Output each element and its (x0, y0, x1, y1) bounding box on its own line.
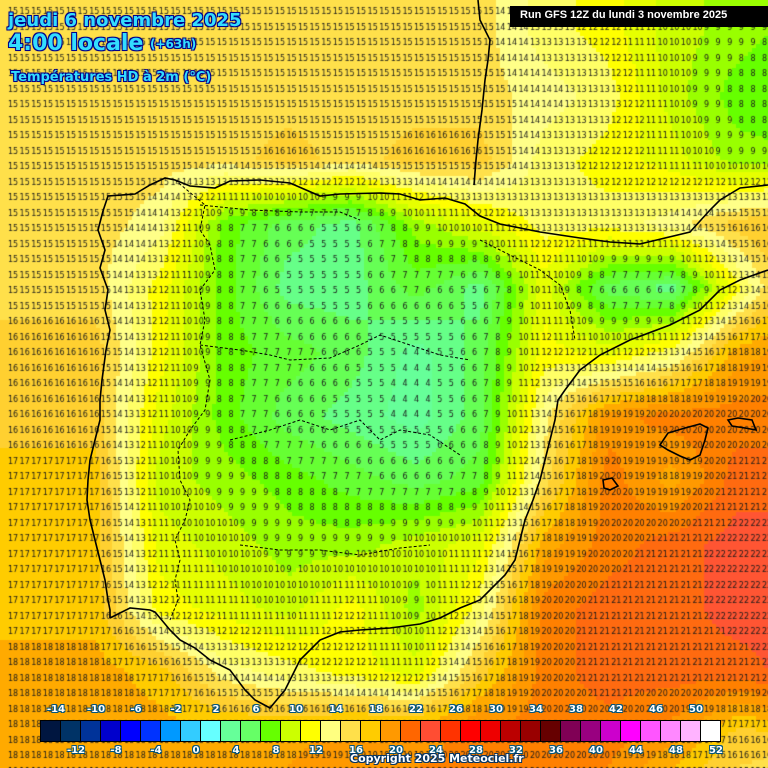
color-scale-legend (40, 720, 721, 742)
scale-label-bottom: 28 (469, 745, 483, 756)
scale-label-top: 50 (689, 704, 703, 715)
scale-swatch (461, 721, 481, 741)
scale-swatch (701, 721, 720, 741)
scale-label-top: 34 (529, 704, 543, 715)
run-info: Run GFS 12Z du lundi 3 novembre 2025 (520, 9, 728, 21)
scale-swatch (581, 721, 601, 741)
scale-swatch (621, 721, 641, 741)
scale-swatch (641, 721, 661, 741)
scale-label-top: -14 (46, 704, 66, 715)
scale-label-top: 46 (649, 704, 663, 715)
scale-label-bottom: -12 (66, 745, 86, 756)
scale-label-bottom: -4 (150, 745, 162, 756)
scale-label-bottom: 48 (669, 745, 683, 756)
scale-swatch (321, 721, 341, 741)
scale-swatch (521, 721, 541, 741)
scale-label-bottom: 12 (309, 745, 323, 756)
forecast-offset: (+63h) (150, 37, 197, 51)
run-info-box: Run GFS 12Z du lundi 3 novembre 2025 (510, 6, 768, 27)
scale-label-bottom: 24 (429, 745, 443, 756)
scale-label-bottom: -8 (110, 745, 122, 756)
scale-swatch (361, 721, 381, 741)
scale-label-bottom: 52 (709, 745, 723, 756)
scale-swatch (561, 721, 581, 741)
scale-swatch (41, 721, 61, 741)
scale-label-bottom: 40 (589, 745, 603, 756)
scale-label-top: -2 (170, 704, 182, 715)
scale-label-bottom: 20 (389, 745, 403, 756)
scale-swatch (421, 721, 441, 741)
scale-label-top: -10 (86, 704, 106, 715)
scale-label-top: 38 (569, 704, 583, 715)
scale-swatch (601, 721, 621, 741)
scale-label-bottom: 4 (232, 745, 240, 756)
scale-label-top: 6 (252, 704, 260, 715)
scale-swatch (441, 721, 461, 741)
scale-label-top: 18 (369, 704, 383, 715)
scale-swatch (181, 721, 201, 741)
scale-label-top: 42 (609, 704, 623, 715)
scale-swatch (201, 721, 221, 741)
scale-label-bottom: 36 (549, 745, 563, 756)
scale-label-top: 14 (329, 704, 343, 715)
scale-swatch (541, 721, 561, 741)
scale-label-bottom: 32 (509, 745, 523, 756)
forecast-date: jeudi 6 novembre 2025 (8, 10, 242, 31)
scale-swatch (501, 721, 521, 741)
scale-swatch (241, 721, 261, 741)
scale-swatch (101, 721, 121, 741)
variable-label: Températures HD à 2m (°C) (11, 70, 212, 85)
scale-label-top: 30 (489, 704, 503, 715)
scale-swatch (261, 721, 281, 741)
scale-swatch (221, 721, 241, 741)
scale-swatch (341, 721, 361, 741)
scale-swatch (681, 721, 701, 741)
scale-label-bottom: 16 (349, 745, 363, 756)
scale-label-bottom: 0 (192, 745, 200, 756)
scale-swatch (81, 721, 101, 741)
scale-swatch (281, 721, 301, 741)
scale-swatch (61, 721, 81, 741)
scale-label-bottom: 8 (272, 745, 280, 756)
scale-label-top: 22 (409, 704, 423, 715)
scale-label-top: 26 (449, 704, 463, 715)
scale-swatch (381, 721, 401, 741)
scale-label-top: 2 (212, 704, 220, 715)
scale-swatch (121, 721, 141, 741)
scale-swatch (161, 721, 181, 741)
scale-swatch (661, 721, 681, 741)
scale-swatch (141, 721, 161, 741)
scale-label-top: -6 (130, 704, 142, 715)
forecast-time: 4:00 locale (8, 31, 144, 56)
scale-swatch (401, 721, 421, 741)
scale-swatch (301, 721, 321, 741)
copyright: Copyright 2025 Meteociel.fr (350, 752, 524, 765)
scale-swatch (481, 721, 501, 741)
scale-label-bottom: 44 (629, 745, 643, 756)
scale-label-top: 10 (289, 704, 303, 715)
